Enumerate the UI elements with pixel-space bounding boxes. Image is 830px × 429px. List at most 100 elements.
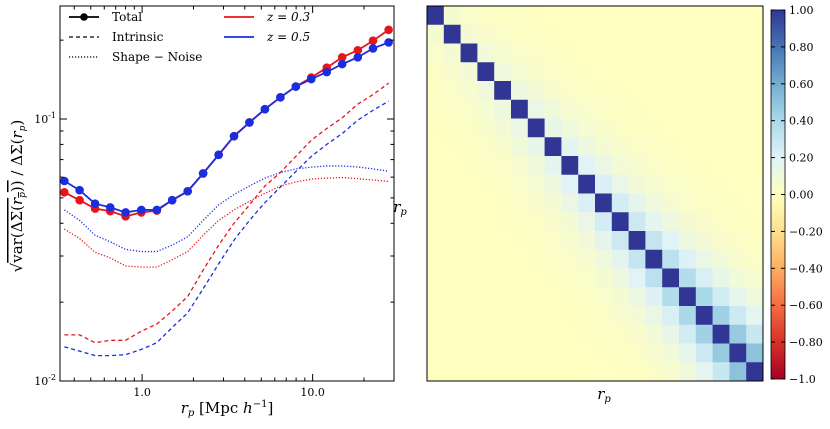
- heatmap-cell: [561, 174, 579, 194]
- heatmap-cell: [746, 174, 764, 194]
- heatmap-cell: [427, 343, 445, 363]
- colorbar-tick-label: −0.20: [789, 225, 823, 238]
- data-point: [75, 185, 84, 195]
- heatmap-cell: [561, 81, 579, 101]
- left-plot-content: [60, 25, 393, 357]
- heatmap-cell: [628, 324, 646, 344]
- heatmap-cell: [729, 118, 747, 138]
- heatmap-cell: [746, 362, 764, 382]
- heatmap-cells: [427, 6, 764, 382]
- heatmap-cell: [427, 137, 445, 157]
- heatmap-cell: [628, 137, 646, 157]
- heatmap-cell: [595, 287, 613, 307]
- heatmap-cell: [443, 306, 461, 326]
- heatmap-cell: [679, 156, 697, 176]
- x-tick-label: 1.0: [133, 386, 151, 399]
- heatmap-cell: [662, 174, 680, 194]
- heatmap-cell: [628, 306, 646, 326]
- heatmap-cell: [477, 212, 495, 232]
- heatmap-cell: [611, 343, 629, 363]
- colorbar-tick-label: 0.00: [789, 189, 814, 202]
- heatmap-cell: [695, 43, 713, 63]
- x-tick-label: 10.0: [300, 386, 325, 399]
- heatmap-cell: [712, 324, 730, 344]
- heatmap-cell: [746, 137, 764, 157]
- heatmap-cell: [511, 99, 529, 119]
- heatmap-cell: [695, 362, 713, 382]
- heatmap-cell: [595, 249, 613, 269]
- heatmap-cell: [544, 249, 562, 269]
- heatmap-cell: [746, 62, 764, 82]
- heatmap-cell: [712, 137, 730, 157]
- left-panel: 1.0 10.0 10-2 10-1 rp [Mpc h−1] √var(ΔΣ(rp)…: [8, 5, 395, 419]
- heatmap-cell: [679, 306, 697, 326]
- heatmap-cell: [695, 81, 713, 101]
- heatmap-cell: [611, 212, 629, 232]
- heatmap-cell: [746, 43, 764, 63]
- heatmap-cell: [662, 287, 680, 307]
- heatmap-cell: [729, 231, 747, 251]
- heatmap-cell: [460, 99, 478, 119]
- heatmap-cell: [494, 212, 512, 232]
- heatmap-cell: [494, 324, 512, 344]
- heatmap-cell: [460, 193, 478, 213]
- heatmap-cell: [712, 99, 730, 119]
- heatmap-cell: [662, 231, 680, 251]
- legend: Total Intrinsic Shape − Noise z = 0.3 z = 0.…: [69, 10, 310, 64]
- heatmap-cell: [679, 212, 697, 232]
- heatmap-cell: [511, 249, 529, 269]
- series-line-shape-noise-z-0-5: [63, 165, 389, 253]
- heatmap-cell: [595, 193, 613, 213]
- heatmap-cell: [746, 324, 764, 344]
- heatmap-cell: [527, 6, 545, 26]
- heatmap-cell: [494, 268, 512, 288]
- heatmap-cell: [494, 156, 512, 176]
- heatmap-cell: [611, 6, 629, 26]
- heatmap-cell: [544, 287, 562, 307]
- heatmap-cell: [679, 137, 697, 157]
- heatmap-cell: [578, 362, 596, 382]
- left-axis-ticks: 1.0 10.0 10-2 10-1: [34, 6, 395, 399]
- heatmap-cell: [494, 249, 512, 269]
- heatmap-cell: [595, 174, 613, 194]
- heatmap-cell: [511, 362, 529, 382]
- heatmap-cell: [443, 137, 461, 157]
- heatmap-cell: [645, 193, 663, 213]
- data-point: [245, 118, 254, 127]
- heatmap-cell: [561, 362, 579, 382]
- heatmap-cell: [477, 99, 495, 119]
- colorbar-tick-label: 0.20: [789, 152, 814, 165]
- heatmap-cell: [662, 62, 680, 82]
- heatmap-cell: [460, 287, 478, 307]
- heatmap-cell: [595, 324, 613, 344]
- legend-label: Total: [112, 10, 142, 24]
- heatmap-cell: [527, 156, 545, 176]
- heatmap-cell: [712, 306, 730, 326]
- heatmap-cell: [595, 137, 613, 157]
- heatmap-cell: [544, 62, 562, 82]
- heatmap-cell: [443, 343, 461, 363]
- heatmap-cell: [662, 24, 680, 44]
- heatmap-cell: [544, 324, 562, 344]
- heatmap-cell: [544, 231, 562, 251]
- heatmap-cell: [578, 99, 596, 119]
- heatmap-cell: [645, 118, 663, 138]
- heatmap-cell: [477, 24, 495, 44]
- heatmap-cell: [695, 324, 713, 344]
- heatmap-cell: [477, 324, 495, 344]
- heatmap-cell: [561, 99, 579, 119]
- heatmap-cell: [427, 287, 445, 307]
- heatmap-cell: [427, 362, 445, 382]
- colorbar-tick-label: −0.80: [789, 336, 823, 349]
- heatmap-cell: [662, 306, 680, 326]
- heatmap-cell: [611, 81, 629, 101]
- heatmap-cell: [427, 212, 445, 232]
- heatmap-cell: [561, 24, 579, 44]
- heatmap-cell: [695, 137, 713, 157]
- heatmap-cell: [527, 62, 545, 82]
- heatmap-cell: [544, 343, 562, 363]
- heatmap-cell: [511, 324, 529, 344]
- heatmap-cell: [544, 156, 562, 176]
- heatmap-cell: [662, 156, 680, 176]
- heatmap-cell: [628, 156, 646, 176]
